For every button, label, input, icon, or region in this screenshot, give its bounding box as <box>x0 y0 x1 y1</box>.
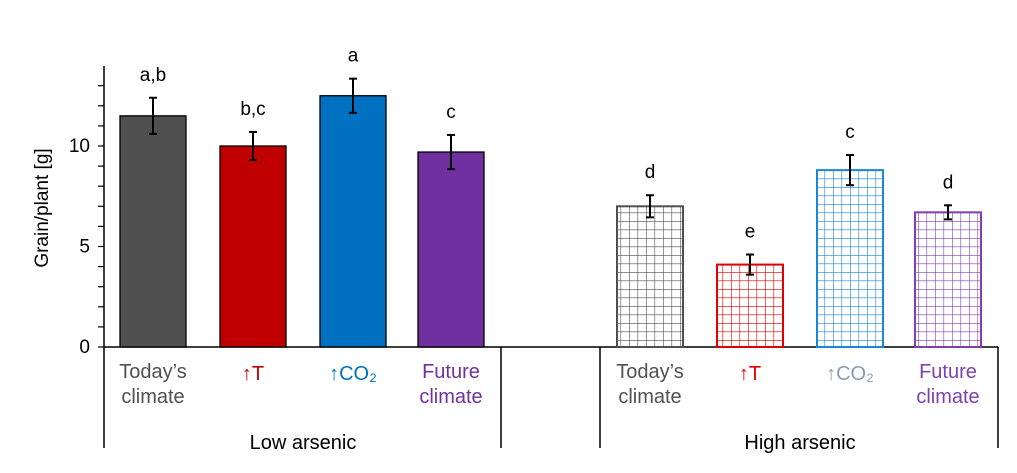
y-axis-ticks: 0 5 10 <box>69 85 104 358</box>
category-label: ↑T <box>739 363 761 385</box>
category-label: Today’s <box>616 361 683 383</box>
group-label-low-arsenic: Low arsenic <box>250 432 357 454</box>
bar <box>816 169 884 348</box>
significance-letters-layer: a,b b,c a c d e c d <box>140 46 954 243</box>
category-label: climate <box>121 386 184 408</box>
bar <box>417 151 485 348</box>
significance-letter: a <box>348 46 359 67</box>
error-bars-layer <box>149 77 952 276</box>
significance-letter: e <box>745 222 756 243</box>
y-tick-label: 10 <box>69 136 90 157</box>
bar <box>616 205 684 348</box>
category-label: ↑CO₂ <box>826 363 874 385</box>
category-label: ↑T <box>242 363 264 385</box>
bar <box>914 211 982 348</box>
bar <box>119 115 187 348</box>
significance-letter: c <box>845 122 855 143</box>
category-label: Today’s <box>119 361 186 383</box>
bar <box>219 145 287 348</box>
category-labels-layer: Today’s climate ↑T ↑CO₂ Future climate Today’s… <box>119 361 979 408</box>
category-label: ↑CO₂ <box>329 363 377 385</box>
y-tick-label: 0 <box>79 337 90 358</box>
significance-letter: d <box>645 162 656 183</box>
category-label: climate <box>618 386 681 408</box>
significance-letter: d <box>943 172 954 193</box>
significance-letter: c <box>446 102 456 123</box>
significance-letter: b,c <box>240 99 265 120</box>
category-label: Future <box>422 361 480 383</box>
y-tick-label: 5 <box>79 237 90 258</box>
category-label: Future <box>919 361 977 383</box>
category-label: climate <box>419 386 482 408</box>
y-axis-label: Grain/plant [g] <box>32 148 53 267</box>
group-label-high-arsenic: High arsenic <box>744 432 855 454</box>
significance-letter: a,b <box>140 65 166 86</box>
category-label: climate <box>916 386 979 408</box>
bar <box>319 95 387 348</box>
bar <box>716 263 784 348</box>
